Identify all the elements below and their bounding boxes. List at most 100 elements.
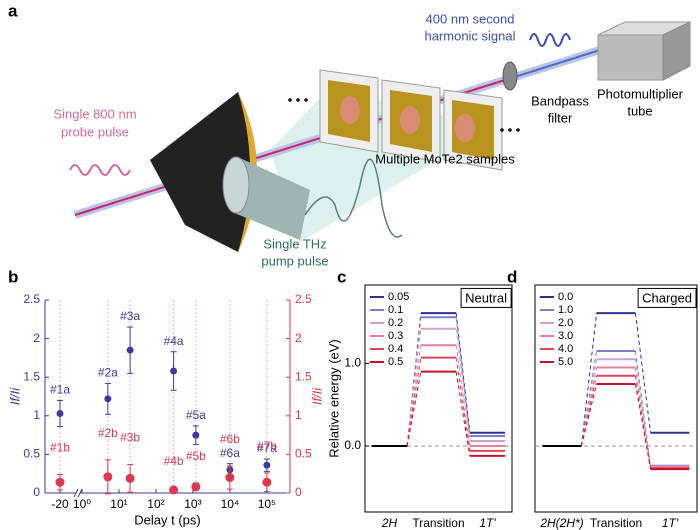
pmt-label: Photomultiplier: [597, 86, 684, 101]
data-point: [263, 461, 271, 469]
point-label: #2a: [98, 366, 118, 380]
transition-path: [580, 383, 598, 447]
point-label: #6a: [220, 446, 240, 460]
x-tick-label: Transition: [590, 516, 642, 530]
filter-label: filter: [548, 110, 573, 125]
point-label: #6b: [220, 432, 240, 446]
transition-path: [634, 350, 652, 466]
pump-label: pump pulse: [261, 253, 328, 268]
pump-body: [232, 158, 310, 240]
point-label: #5b: [186, 449, 206, 463]
y-tick-label: 1.5: [23, 369, 40, 383]
data-point: [125, 473, 135, 483]
x-tick-label: 2H: [381, 516, 398, 530]
data-point: [55, 477, 65, 487]
y2-tick-label: 0.5: [295, 447, 312, 461]
x-tick-label: 10⁴: [221, 497, 240, 511]
point-label: #1b: [50, 441, 70, 455]
point-label: #2b: [98, 426, 118, 440]
legend-label: 3.0: [558, 330, 573, 342]
data-point: [262, 477, 272, 487]
samples-label: Multiple MoTe2 samples: [375, 151, 515, 166]
pump-wave: [304, 158, 403, 238]
y-axis-label: If/Ii: [7, 387, 22, 405]
panel-label: b: [8, 267, 18, 286]
point-label: #4b: [164, 454, 184, 468]
probe-label: Single 800 nm: [53, 106, 136, 121]
transition-path: [580, 367, 598, 447]
x-tick-label: 2H(2H*): [539, 516, 583, 530]
x-tick-label: Transition: [412, 516, 464, 530]
point-label: #5a: [186, 408, 206, 422]
panel-label: d: [507, 267, 517, 286]
x-tick-label: 10²: [147, 497, 164, 511]
point-label: #1a: [50, 383, 70, 397]
title-box: [637, 287, 697, 308]
y2-tick-label: 2.5: [295, 292, 312, 306]
point-label: #3a: [120, 309, 140, 323]
probe-label: probe pulse: [61, 124, 129, 139]
legend-label: 0.0: [558, 291, 573, 303]
pmt-front: [597, 34, 664, 81]
bandpass-filter: [502, 61, 518, 91]
x-axis-label: Delay t (ps): [134, 512, 200, 527]
data-point: [169, 485, 179, 495]
y2-axis-label: If/Ii: [309, 387, 324, 405]
point-label: #7b: [257, 439, 277, 453]
parabolic-mirror: [150, 92, 255, 252]
y-tick-label: 1: [33, 408, 40, 422]
transition-path: [580, 313, 598, 447]
transition-path: [455, 371, 471, 456]
transition-path: [406, 328, 422, 447]
y-tick-label: 1.0: [344, 356, 361, 370]
legend-label: 0.4: [388, 343, 403, 355]
chart-title: Charged: [642, 290, 692, 305]
transition-path: [406, 357, 422, 447]
shg-beam: [504, 49, 601, 81]
legend-label: 5.0: [558, 356, 573, 368]
panel-label: c: [337, 267, 346, 286]
shg-label: 400 nm second: [426, 11, 515, 26]
y2-tick-label: 1: [295, 408, 302, 422]
pmt-side: [662, 21, 691, 81]
y2-tick-label: 2: [295, 331, 302, 345]
transition-path: [580, 375, 598, 447]
title-box: [460, 287, 512, 308]
y-tick-label: 2.5: [23, 292, 40, 306]
transition-path: [634, 375, 652, 469]
chart-title: Neutral: [465, 290, 507, 305]
y-axis-label: Relative energy (eV): [326, 339, 341, 458]
y2-tick-label: 0: [295, 485, 302, 499]
x-tick-label: 1T': [479, 516, 496, 530]
legend-label: 0.5: [388, 356, 403, 368]
shg-label: harmonic signal: [424, 28, 515, 43]
x-tick-label: 10⁵: [258, 497, 276, 511]
y-tick-label: 0: [33, 485, 40, 499]
pump-label: Single THz: [263, 236, 326, 251]
legend-label: 1.0: [558, 304, 573, 316]
legend-label: 0.05: [388, 291, 409, 303]
point-label: #4a: [164, 334, 184, 348]
filter-label: Bandpass: [531, 93, 589, 108]
point-label: #3b: [120, 431, 140, 445]
plot-frame: [534, 284, 698, 513]
transition-path: [455, 313, 471, 433]
axis-break: [73, 488, 79, 498]
transition-path: [580, 359, 598, 447]
x-tick-label: 1T': [662, 516, 679, 530]
data-point: [56, 409, 64, 417]
legend-label: 0.1: [388, 304, 403, 316]
shg-wave: [529, 33, 571, 47]
x-tick-label: 10⁰: [73, 497, 91, 511]
x-tick-label: 10¹: [110, 497, 127, 511]
transition-path: [455, 328, 471, 442]
legend-label: 0.3: [388, 330, 403, 342]
pmt-label: tube: [627, 103, 652, 118]
y-tick-label: 2: [33, 331, 40, 345]
axis-break: [77, 488, 83, 498]
legend-label: 2.0: [558, 317, 573, 329]
y2-tick-label: 1.5: [295, 369, 312, 383]
data-point: [170, 367, 178, 375]
data-point: [103, 472, 113, 482]
